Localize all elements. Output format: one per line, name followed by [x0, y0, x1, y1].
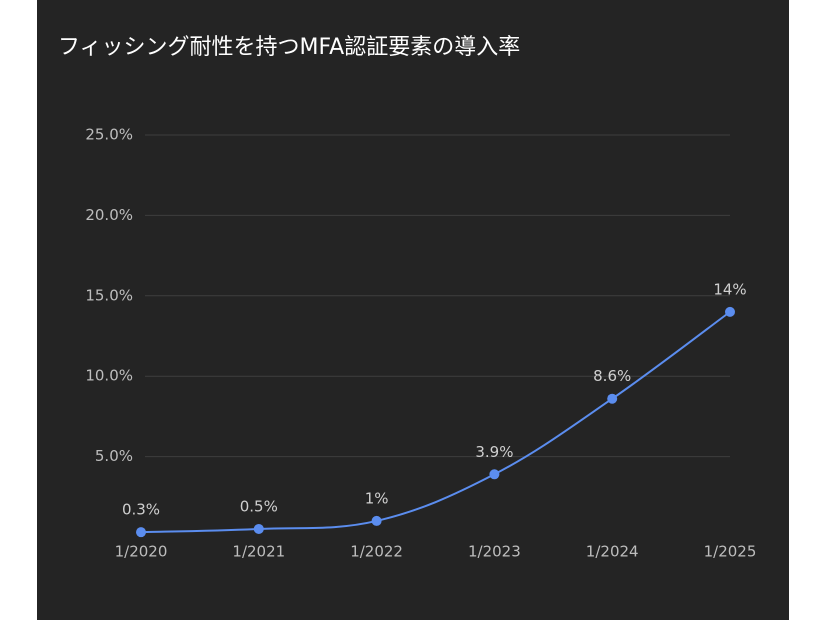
point	[371, 515, 382, 526]
x-tick-label: 1/2022	[350, 543, 403, 561]
value-label: 1%	[365, 489, 389, 507]
x-tick-label: 1/2024	[586, 543, 639, 561]
point	[253, 523, 264, 534]
y-tick-label: 10.0%	[85, 367, 133, 385]
x-tick-label: 1/2021	[232, 543, 285, 561]
point	[136, 527, 146, 538]
value-label: 3.9%	[475, 443, 513, 461]
y-tick-label: 15.0%	[85, 286, 133, 304]
x-tick-label: 1/2023	[468, 543, 521, 561]
x-tick-label: 1/2020	[115, 543, 168, 561]
point	[725, 306, 735, 317]
x-tick-label: 1/2025	[704, 543, 757, 561]
y-tick-label: 25.0%	[85, 126, 133, 144]
value-label: 0.5%	[240, 497, 278, 515]
y-tick-label: 5.0%	[95, 447, 133, 465]
value-label: 8.6%	[593, 367, 631, 385]
point	[489, 469, 500, 480]
y-tick-label: 20.0%	[85, 206, 133, 224]
point	[607, 393, 618, 404]
line	[140, 311, 731, 534]
chart-title: フィッシング耐性を持つMFA認証要素の導入率	[58, 35, 520, 60]
value-label: 0.3%	[122, 501, 160, 519]
value-label: 14%	[713, 280, 746, 298]
panel	[37, 0, 789, 620]
